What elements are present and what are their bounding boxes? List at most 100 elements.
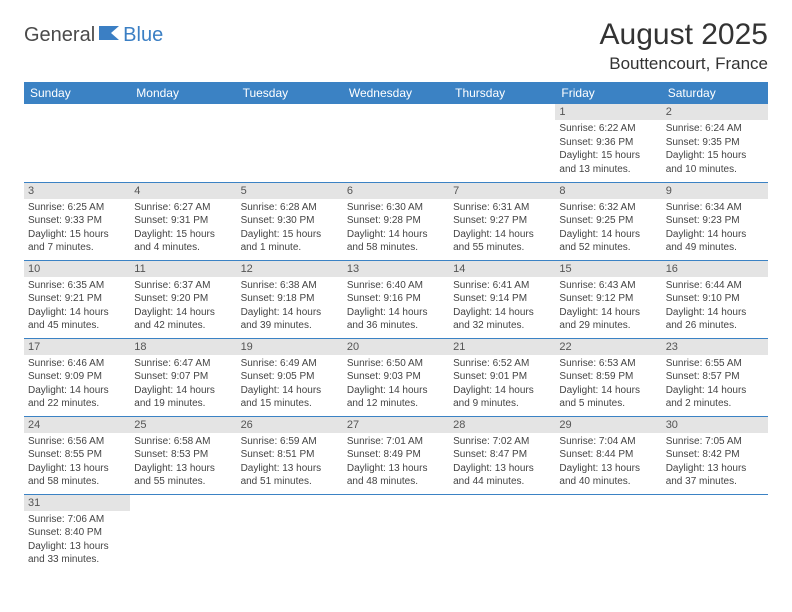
sunset-text: Sunset: 9:27 PM xyxy=(453,214,551,228)
sunset-text: Sunset: 9:21 PM xyxy=(28,292,126,306)
calendar-day-cell xyxy=(449,104,555,182)
sunrise-text: Sunrise: 6:50 AM xyxy=(347,357,445,371)
daylight-text: Daylight: 14 hours and 12 minutes. xyxy=(347,384,445,411)
calendar-day-cell: 6Sunrise: 6:30 AMSunset: 9:28 PMDaylight… xyxy=(343,182,449,260)
calendar-day-cell xyxy=(343,104,449,182)
location: Bouttencourt, France xyxy=(600,54,768,74)
sunset-text: Sunset: 9:03 PM xyxy=(347,370,445,384)
sunset-text: Sunset: 9:14 PM xyxy=(453,292,551,306)
calendar-week-row: 17Sunrise: 6:46 AMSunset: 9:09 PMDayligh… xyxy=(24,338,768,416)
sunrise-text: Sunrise: 7:05 AM xyxy=(666,435,764,449)
daylight-text: Daylight: 15 hours and 10 minutes. xyxy=(666,149,764,176)
sunrise-text: Sunrise: 6:31 AM xyxy=(453,201,551,215)
day-body: Sunrise: 6:28 AMSunset: 9:30 PMDaylight:… xyxy=(237,199,343,257)
calendar-week-row: 3Sunrise: 6:25 AMSunset: 9:33 PMDaylight… xyxy=(24,182,768,260)
weekday-header: Monday xyxy=(130,82,236,104)
day-body: Sunrise: 6:41 AMSunset: 9:14 PMDaylight:… xyxy=(449,277,555,335)
calendar-day-cell: 20 Sunrise: 6:50 AMSunset: 9:03 PMDayligh… xyxy=(343,338,449,416)
sunrise-text: Sunrise: 6:58 AM xyxy=(134,435,232,449)
daylight-text: Daylight: 14 hours and 26 minutes. xyxy=(666,306,764,333)
calendar-day-cell: 30Sunrise: 7:05 AMSunset: 8:42 PMDayligh… xyxy=(662,416,768,494)
day-body: Sunrise: 6:43 AMSunset: 9:12 PMDaylight:… xyxy=(555,277,661,335)
calendar-day-cell xyxy=(24,104,130,182)
day-number: 4 xyxy=(130,183,236,199)
calendar-day-cell: 19Sunrise: 6:49 AMSunset: 9:05 PMDayligh… xyxy=(237,338,343,416)
calendar-day-cell: 25Sunrise: 6:58 AMSunset: 8:53 PMDayligh… xyxy=(130,416,236,494)
sunrise-text: Sunrise: 6:24 AM xyxy=(666,122,764,136)
sunset-text: Sunset: 9:10 PM xyxy=(666,292,764,306)
sunset-text: Sunset: 8:44 PM xyxy=(559,448,657,462)
daylight-text: Daylight: 15 hours and 1 minute. xyxy=(241,228,339,255)
daylight-text: Daylight: 13 hours and 55 minutes. xyxy=(134,462,232,489)
calendar-week-row: 10Sunrise: 6:35 AMSunset: 9:21 PMDayligh… xyxy=(24,260,768,338)
day-body: Sunrise: 6:27 AMSunset: 9:31 PMDaylight:… xyxy=(130,199,236,257)
daylight-text: Daylight: 14 hours and 22 minutes. xyxy=(28,384,126,411)
daylight-text: Daylight: 14 hours and 39 minutes. xyxy=(241,306,339,333)
sunset-text: Sunset: 9:36 PM xyxy=(559,136,657,150)
day-number: 20 xyxy=(343,339,449,355)
calendar-day-cell xyxy=(237,494,343,572)
logo-text-blue: Blue xyxy=(123,24,163,47)
sunset-text: Sunset: 9:12 PM xyxy=(559,292,657,306)
calendar-day-cell: 31Sunrise: 7:06 AMSunset: 8:40 PMDayligh… xyxy=(24,494,130,572)
sunrise-text: Sunrise: 6:43 AM xyxy=(559,279,657,293)
day-body: Sunrise: 6:34 AMSunset: 9:23 PMDaylight:… xyxy=(662,199,768,257)
day-number: 6 xyxy=(343,183,449,199)
sunrise-text: Sunrise: 6:46 AM xyxy=(28,357,126,371)
calendar-day-cell: 15Sunrise: 6:43 AMSunset: 9:12 PMDayligh… xyxy=(555,260,661,338)
sunrise-text: Sunrise: 7:06 AM xyxy=(28,513,126,527)
daylight-text: Daylight: 14 hours and 49 minutes. xyxy=(666,228,764,255)
calendar-day-cell: 12Sunrise: 6:38 AMSunset: 9:18 PMDayligh… xyxy=(237,260,343,338)
sunset-text: Sunset: 9:07 PM xyxy=(134,370,232,384)
sunrise-text: Sunrise: 6:40 AM xyxy=(347,279,445,293)
daylight-text: Daylight: 13 hours and 48 minutes. xyxy=(347,462,445,489)
calendar-day-cell xyxy=(130,104,236,182)
day-body: Sunrise: 6:52 AMSunset: 9:01 PMDaylight:… xyxy=(449,355,555,413)
day-number: 31 xyxy=(24,495,130,511)
sunrise-text: Sunrise: 6:59 AM xyxy=(241,435,339,449)
calendar-day-cell: 29Sunrise: 7:04 AMSunset: 8:44 PMDayligh… xyxy=(555,416,661,494)
day-body: Sunrise: 6:47 AMSunset: 9:07 PMDaylight:… xyxy=(130,355,236,413)
daylight-text: Daylight: 15 hours and 7 minutes. xyxy=(28,228,126,255)
sunrise-text: Sunrise: 6:30 AM xyxy=(347,201,445,215)
day-body: Sunrise: 6:31 AMSunset: 9:27 PMDaylight:… xyxy=(449,199,555,257)
day-body: Sunrise: 6:56 AMSunset: 8:55 PMDaylight:… xyxy=(24,433,130,491)
sunset-text: Sunset: 9:05 PM xyxy=(241,370,339,384)
calendar-table: Sunday Monday Tuesday Wednesday Thursday… xyxy=(24,82,768,572)
sunset-text: Sunset: 9:18 PM xyxy=(241,292,339,306)
day-body: Sunrise: 6:58 AMSunset: 8:53 PMDaylight:… xyxy=(130,433,236,491)
day-body: Sunrise: 6:30 AMSunset: 9:28 PMDaylight:… xyxy=(343,199,449,257)
calendar-day-cell: 17Sunrise: 6:46 AMSunset: 9:09 PMDayligh… xyxy=(24,338,130,416)
sunset-text: Sunset: 8:57 PM xyxy=(666,370,764,384)
sunrise-text: Sunrise: 6:25 AM xyxy=(28,201,126,215)
daylight-text: Daylight: 14 hours and 2 minutes. xyxy=(666,384,764,411)
calendar-day-cell: 13Sunrise: 6:40 AMSunset: 9:16 PMDayligh… xyxy=(343,260,449,338)
calendar-week-row: 31Sunrise: 7:06 AMSunset: 8:40 PMDayligh… xyxy=(24,494,768,572)
day-number: 27 xyxy=(343,417,449,433)
sunrise-text: Sunrise: 6:22 AM xyxy=(559,122,657,136)
weekday-header: Thursday xyxy=(449,82,555,104)
weekday-header: Sunday xyxy=(24,82,130,104)
daylight-text: Daylight: 13 hours and 44 minutes. xyxy=(453,462,551,489)
day-body: Sunrise: 6:53 AMSunset: 8:59 PMDaylight:… xyxy=(555,355,661,413)
sunset-text: Sunset: 9:30 PM xyxy=(241,214,339,228)
day-number: 23 xyxy=(662,339,768,355)
day-body: Sunrise: 6:40 AMSunset: 9:16 PMDaylight:… xyxy=(343,277,449,335)
sunset-text: Sunset: 9:28 PM xyxy=(347,214,445,228)
day-body: Sunrise: 6:59 AMSunset: 8:51 PMDaylight:… xyxy=(237,433,343,491)
weekday-header: Friday xyxy=(555,82,661,104)
day-body: Sunrise: 6:44 AMSunset: 9:10 PMDaylight:… xyxy=(662,277,768,335)
sunrise-text: Sunrise: 6:47 AM xyxy=(134,357,232,371)
calendar-day-cell: 22Sunrise: 6:53 AMSunset: 8:59 PMDayligh… xyxy=(555,338,661,416)
calendar-day-cell: 14Sunrise: 6:41 AMSunset: 9:14 PMDayligh… xyxy=(449,260,555,338)
sunrise-text: Sunrise: 6:37 AM xyxy=(134,279,232,293)
daylight-text: Daylight: 14 hours and 9 minutes. xyxy=(453,384,551,411)
calendar-day-cell: 28Sunrise: 7:02 AMSunset: 8:47 PMDayligh… xyxy=(449,416,555,494)
day-number: 25 xyxy=(130,417,236,433)
sunset-text: Sunset: 9:31 PM xyxy=(134,214,232,228)
day-body: Sunrise: 7:05 AMSunset: 8:42 PMDaylight:… xyxy=(662,433,768,491)
sunrise-text: Sunrise: 6:44 AM xyxy=(666,279,764,293)
day-body: Sunrise: 6:49 AMSunset: 9:05 PMDaylight:… xyxy=(237,355,343,413)
day-number: 12 xyxy=(237,261,343,277)
sunrise-text: Sunrise: 6:32 AM xyxy=(559,201,657,215)
